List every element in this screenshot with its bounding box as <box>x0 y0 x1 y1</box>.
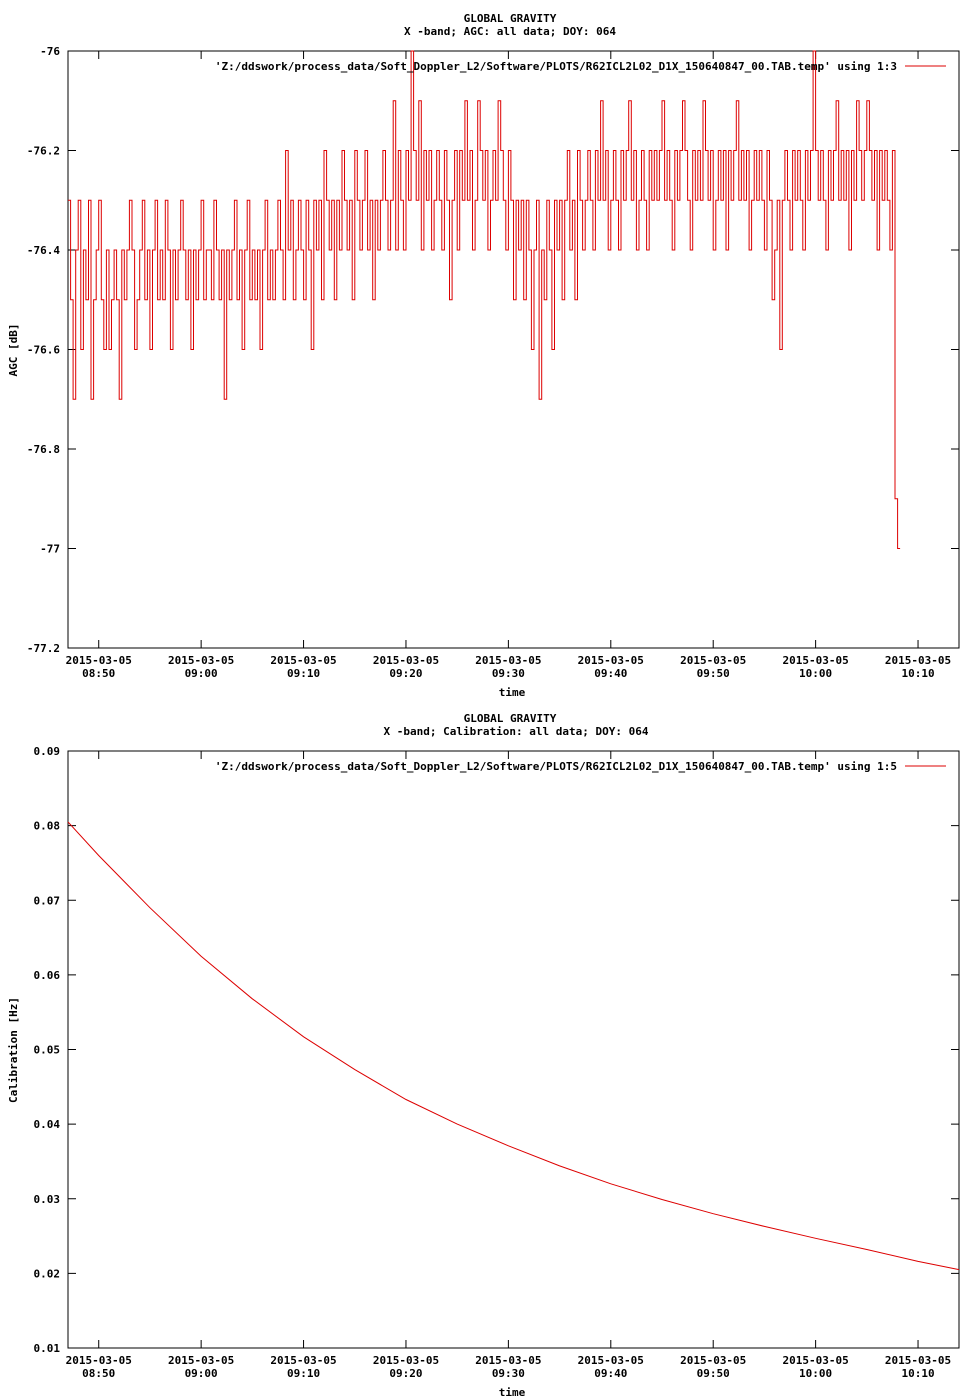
calibration-y-tick-label: 0.03 <box>34 1193 61 1206</box>
calibration-y-tick-label: 0.01 <box>34 1342 61 1355</box>
calibration-x-tick-date: 2015-03-05 <box>373 1354 439 1367</box>
agc-y-axis-label: AGC [dB] <box>7 324 20 377</box>
agc-x-tick-date: 2015-03-05 <box>270 654 336 667</box>
agc-x-tick-date: 2015-03-05 <box>373 654 439 667</box>
agc-y-tick-label: -76.8 <box>27 443 60 456</box>
calibration-x-tick-date: 2015-03-05 <box>680 1354 746 1367</box>
calibration-x-tick-time: 09:50 <box>697 1367 730 1380</box>
calibration-x-tick-time: 09:20 <box>389 1367 422 1380</box>
agc-chart: GLOBAL GRAVITY X -band; AGC: all data; D… <box>7 12 960 699</box>
calibration-x-tick-date: 2015-03-05 <box>66 1354 132 1367</box>
agc-x-tick-time: 09:00 <box>185 667 218 680</box>
agc-x-axis-label: time <box>499 686 526 699</box>
calibration-x-tick-date: 2015-03-05 <box>270 1354 336 1367</box>
agc-y-tick-label: -76.2 <box>27 145 60 158</box>
calibration-x-ticks: 2015-03-0508:502015-03-0509:002015-03-05… <box>66 751 951 1380</box>
calibration-plot-frame <box>67 750 960 1349</box>
agc-legend-label: 'Z:/ddswork/process_data/Soft_Doppler_L2… <box>215 60 897 73</box>
agc-y-tick-label: -76 <box>40 45 60 58</box>
agc-x-tick-time: 09:30 <box>492 667 525 680</box>
calibration-chart: GLOBAL GRAVITY X -band; Calibration: all… <box>7 712 960 1399</box>
calibration-x-axis-label: time <box>499 1386 526 1399</box>
calibration-x-tick-time: 09:30 <box>492 1367 525 1380</box>
agc-plot-frame <box>67 50 960 649</box>
calibration-legend-label: 'Z:/ddswork/process_data/Soft_Doppler_L2… <box>215 760 897 773</box>
calibration-y-tick-label: 0.05 <box>34 1044 61 1057</box>
calibration-x-tick-time: 08:50 <box>82 1367 115 1380</box>
calibration-x-tick-date: 2015-03-05 <box>783 1354 849 1367</box>
agc-x-tick-date: 2015-03-05 <box>66 654 132 667</box>
agc-y-tick-label: -77.2 <box>27 642 60 655</box>
agc-x-tick-time: 09:10 <box>287 667 320 680</box>
calibration-y-tick-label: 0.09 <box>34 745 61 758</box>
agc-x-tick-time: 10:10 <box>901 667 934 680</box>
calibration-x-tick-date: 2015-03-05 <box>475 1354 541 1367</box>
calibration-x-tick-date: 2015-03-05 <box>168 1354 234 1367</box>
calibration-y-tick-label: 0.08 <box>34 820 61 833</box>
calibration-y-tick-label: 0.04 <box>34 1118 61 1131</box>
agc-x-tick-date: 2015-03-05 <box>885 654 951 667</box>
calibration-x-tick-date: 2015-03-05 <box>885 1354 951 1367</box>
agc-y-tick-label: -76.4 <box>27 244 60 257</box>
calibration-x-tick-time: 10:10 <box>901 1367 934 1380</box>
calibration-y-tick-label: 0.02 <box>34 1267 61 1280</box>
agc-x-tick-time: 08:50 <box>82 667 115 680</box>
agc-x-tick-date: 2015-03-05 <box>783 654 849 667</box>
agc-y-tick-label: -76.6 <box>27 344 60 357</box>
calibration-y-ticks: 0.09 0.08 0.07 0.06 0.05 0.04 0.03 0.02 0.01 <box>34 745 959 1355</box>
calibration-x-tick-time: 09:40 <box>594 1367 627 1380</box>
agc-x-ticks: 2015-03-0508:502015-03-0509:002015-03-05… <box>66 51 951 680</box>
agc-x-tick-date: 2015-03-05 <box>578 654 644 667</box>
agc-y-tick-label: -77 <box>40 543 60 556</box>
calibration-chart-title: GLOBAL GRAVITY <box>464 712 557 725</box>
calibration-y-tick-label: 0.07 <box>34 894 61 907</box>
agc-y-ticks: -76 -76.2 -76.4 -76.6 -76.8 -77 -77.2 <box>27 45 959 655</box>
agc-x-tick-date: 2015-03-05 <box>680 654 746 667</box>
agc-x-tick-time: 09:50 <box>697 667 730 680</box>
calibration-x-tick-time: 09:10 <box>287 1367 320 1380</box>
calibration-chart-subtitle: X -band; Calibration: all data; DOY: 064 <box>384 725 649 738</box>
agc-x-tick-date: 2015-03-05 <box>168 654 234 667</box>
calibration-x-tick-date: 2015-03-05 <box>578 1354 644 1367</box>
agc-chart-title: GLOBAL GRAVITY <box>464 12 557 25</box>
calibration-y-axis-label: Calibration [Hz] <box>7 997 20 1103</box>
agc-chart-subtitle: X -band; AGC: all data; DOY: 064 <box>404 25 616 38</box>
calibration-x-tick-time: 09:00 <box>185 1367 218 1380</box>
agc-x-tick-time: 09:20 <box>389 667 422 680</box>
calibration-x-tick-time: 10:00 <box>799 1367 832 1380</box>
agc-x-tick-date: 2015-03-05 <box>475 654 541 667</box>
calibration-series-line <box>67 821 960 1271</box>
agc-x-tick-time: 09:40 <box>594 667 627 680</box>
agc-series-line <box>68 50 901 549</box>
calibration-y-tick-label: 0.06 <box>34 969 61 982</box>
agc-x-tick-time: 10:00 <box>799 667 832 680</box>
